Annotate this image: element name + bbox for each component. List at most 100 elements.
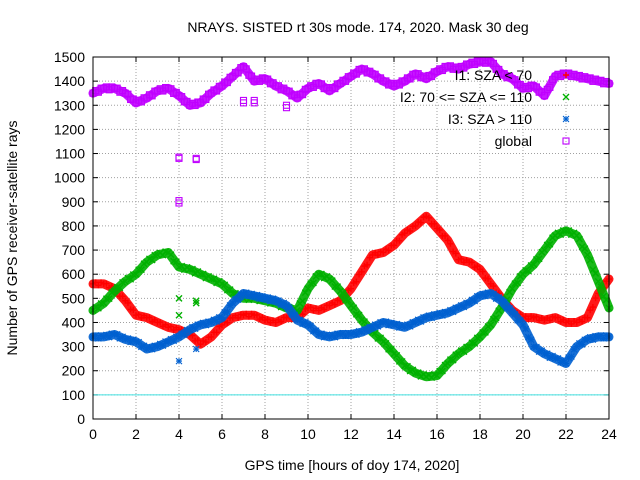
data-point: [307, 322, 315, 330]
data-point: [213, 329, 220, 336]
legend-marker: [563, 72, 569, 78]
legend: I1: SZA < 70 I2: 70 <= SZA <= 110 I3: SZA …: [400, 67, 570, 149]
data-point: [541, 246, 548, 254]
data-point: [237, 291, 245, 298]
data-point: [407, 228, 414, 235]
data-point: [102, 295, 110, 303]
data-point: [127, 275, 135, 283]
outlier-point: [282, 104, 291, 112]
y-tick-label: 900: [62, 194, 86, 210]
data-point: [108, 330, 116, 338]
data-point: [194, 337, 201, 344]
data-point: [425, 214, 432, 221]
x-tick-labels: 0 2 4 6 8 10 12 14 16 18 20 22 24: [89, 426, 617, 442]
x-tick-label: 2: [132, 426, 140, 442]
data-point: [390, 321, 398, 329]
data-point: [385, 247, 392, 254]
data-point: [218, 314, 226, 322]
data-point: [210, 316, 218, 324]
data-point: [261, 294, 269, 302]
data-point: [519, 321, 527, 329]
data-point: [511, 310, 519, 318]
legend-label: I2: 70 <= SZA <= 110: [400, 89, 532, 105]
data-point: [339, 289, 347, 297]
data-point: [468, 296, 476, 304]
data-point: [299, 311, 306, 318]
data-point: [428, 314, 436, 322]
data-point: [321, 306, 328, 313]
data-point: [449, 356, 457, 364]
y-tick-label: 500: [62, 290, 86, 306]
data-point: [234, 296, 242, 304]
data-point: [97, 332, 105, 339]
data-point: [587, 307, 594, 314]
series-3: [88, 56, 614, 110]
data-point: [208, 333, 215, 340]
data-point: [124, 299, 131, 306]
data-point: [490, 283, 497, 290]
x-tick-label: 8: [261, 426, 269, 442]
x-tick-label: 12: [343, 426, 359, 442]
x-tick-label: 18: [472, 426, 488, 442]
data-point: [137, 266, 145, 274]
data-point: [199, 270, 207, 278]
data-point: [315, 270, 323, 278]
x-axis-label: GPS time [hours of doy 174, 2020]: [245, 457, 460, 473]
data-point: [393, 320, 401, 328]
data-point: [348, 285, 354, 292]
data-point: [130, 307, 137, 314]
data-point: [578, 341, 586, 348]
data-point: [584, 251, 591, 259]
data-point: [344, 329, 352, 337]
data-point: [431, 220, 438, 227]
data-point: [533, 343, 540, 351]
x-tick-label: 10: [300, 426, 316, 442]
x-tick-label: 20: [515, 426, 531, 442]
data-point: [205, 318, 212, 326]
data-point: [554, 314, 561, 321]
data-point: [485, 275, 492, 282]
outliers-x: [175, 294, 200, 319]
data-point: [301, 289, 309, 297]
data-point: [223, 308, 231, 316]
data-point: [275, 297, 282, 304]
outlier-point: [175, 199, 183, 207]
data-point: [135, 311, 142, 318]
data-point: [296, 316, 304, 324]
data-point: [264, 294, 272, 301]
data-point: [391, 242, 397, 249]
data-point: [576, 339, 583, 347]
data-point: [436, 226, 443, 233]
data-point: [94, 304, 102, 312]
data-point: [307, 304, 314, 311]
data-point: [235, 314, 242, 321]
data-point: [363, 327, 371, 335]
data-point: [414, 316, 422, 324]
data-point: [492, 295, 500, 302]
legend-marker: [562, 137, 570, 145]
data-point: [331, 333, 339, 341]
data-point: [111, 287, 118, 295]
y-tick-label: 200: [62, 363, 86, 379]
data-point: [444, 359, 452, 367]
data-point: [167, 335, 175, 343]
outlier-point: [175, 294, 183, 302]
outlier-point: [192, 299, 200, 307]
data-point: [460, 348, 468, 356]
legend-label: I3: SZA > 110: [448, 111, 532, 127]
data-point: [350, 304, 358, 312]
data-point: [474, 263, 481, 270]
y-axis-label: Number of GPS receiver-satellite rays: [4, 121, 20, 356]
legend-label: global: [495, 133, 532, 149]
data-point: [554, 355, 562, 362]
y-tick-label: 1200: [54, 121, 85, 137]
outlier-point: [175, 311, 183, 319]
data-point: [213, 318, 221, 325]
data-point: [202, 321, 210, 329]
data-point: [355, 311, 363, 319]
plot-frame: [92, 56, 610, 420]
data-point: [197, 341, 204, 348]
data-point: [277, 301, 285, 308]
